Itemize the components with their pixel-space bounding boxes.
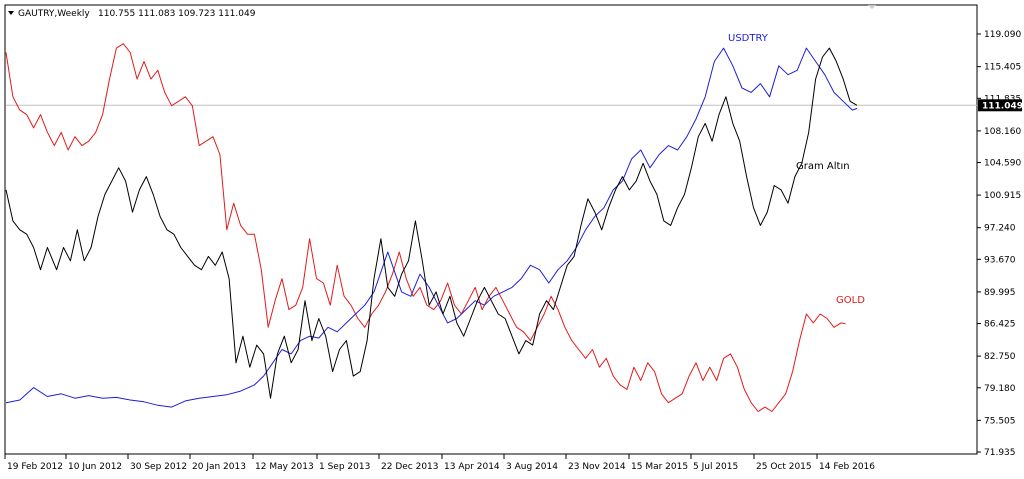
y-tick-label: 75.505 xyxy=(984,416,1016,426)
x-tick-label: 10 Jun 2012 xyxy=(68,462,122,472)
y-tick-label: 86.425 xyxy=(984,320,1016,330)
y-tick-label: 119.090 xyxy=(984,30,1021,40)
x-tick-label: 1 Sep 2013 xyxy=(319,462,370,472)
y-tick-label: 97.240 xyxy=(984,224,1016,234)
series-layer xyxy=(5,43,858,412)
y-tick-label: 89.995 xyxy=(984,288,1016,298)
plot-frame xyxy=(4,4,978,455)
x-tick-label: 15 Mar 2015 xyxy=(631,462,688,472)
gold-annotation: GOLD xyxy=(836,295,865,306)
y-tick-label: 115.405 xyxy=(984,63,1021,73)
y-tick-label: 82.750 xyxy=(984,352,1016,362)
x-tick-label: 5 Jul 2015 xyxy=(693,462,738,472)
gold-line xyxy=(5,43,846,412)
ohlc-values: 110.755 111.083 109.723 111.049 xyxy=(98,9,256,19)
y-tick-label: 104.590 xyxy=(984,159,1021,169)
chart-shift-icon[interactable] xyxy=(868,5,876,9)
y-tick-label: 108.160 xyxy=(984,127,1021,137)
current-price-value: 111.049 xyxy=(982,101,1023,111)
y-tick-label: 71.935 xyxy=(984,448,1016,458)
usdtry-line xyxy=(5,47,858,408)
symbol-label: GAUTRY,Weekly xyxy=(18,9,90,19)
x-tick-label: 13 Apr 2014 xyxy=(444,462,500,472)
gram-altin-line xyxy=(5,47,858,399)
x-tick-label: 14 Feb 2016 xyxy=(819,462,875,472)
x-tick-label: 23 Nov 2014 xyxy=(568,462,626,472)
x-tick-label: 19 Feb 2012 xyxy=(7,462,63,472)
y-tick-label: 93.670 xyxy=(984,255,1016,265)
y-tick-label: 100.915 xyxy=(984,191,1021,201)
y-tick-label: 79.180 xyxy=(984,384,1016,394)
x-tick-label: 25 Oct 2015 xyxy=(756,462,812,472)
current-price-tag-bg xyxy=(978,99,1022,112)
usdtry-annotation: USDTRY xyxy=(728,33,769,44)
price-axis: 119.090115.405111.835108.160104.590100.9… xyxy=(977,30,1021,458)
x-tick-label: 20 Jan 2013 xyxy=(192,462,246,472)
x-tick-label: 22 Dec 2013 xyxy=(381,462,439,472)
x-tick-label: 3 Aug 2014 xyxy=(506,462,558,472)
chart-menu-triangle-icon[interactable] xyxy=(8,11,14,15)
x-tick-label: 12 May 2013 xyxy=(255,462,314,472)
x-tick-label: 30 Sep 2012 xyxy=(130,462,187,472)
current-price-tag: 111.049 xyxy=(978,99,1023,112)
gram-annotation: Gram Altın xyxy=(796,161,850,172)
time-axis: 19 Feb 2012 10 Jun 2012 30 Sep 2012 20 Jan … xyxy=(4,454,875,472)
